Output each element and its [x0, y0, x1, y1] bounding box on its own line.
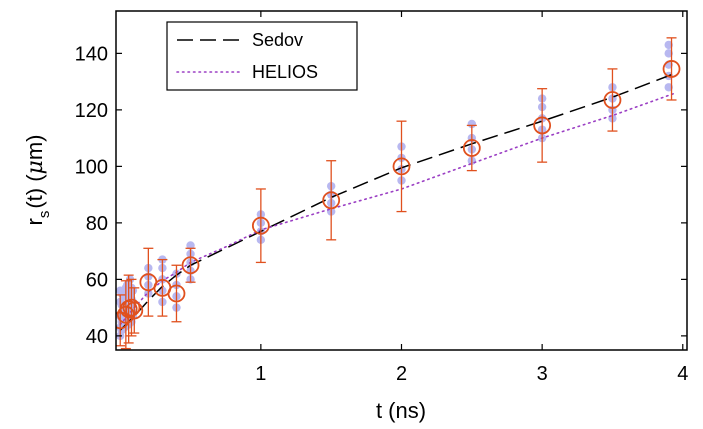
data-point [664, 40, 673, 50]
mean-marker [181, 256, 200, 275]
mean-marker [533, 116, 552, 135]
mean-marker [392, 157, 411, 176]
data-point [467, 119, 477, 129]
data-point [186, 241, 195, 250]
x-tick-label: 3 [537, 363, 548, 385]
plot-marks [116, 37, 681, 350]
data-point [664, 83, 673, 92]
mean-marker [462, 139, 481, 157]
series-line-sedov [119, 72, 676, 331]
y-tick-label: 60 [86, 269, 108, 291]
y-tick-label: 100 [75, 156, 108, 178]
x-axis-label: t (ns) [376, 398, 426, 423]
x-tick-label: 1 [255, 363, 266, 385]
legend: Sedov HELIOS [166, 21, 358, 91]
y-tick-label: 40 [86, 326, 108, 348]
mean-marker [125, 301, 144, 320]
axes: 1 2 3 4 40 60 80 100 120 140 [75, 11, 688, 385]
series-line-helios [119, 92, 677, 326]
legend-box [166, 21, 358, 91]
mean-marker [167, 284, 186, 303]
x-tick-label: 4 [677, 363, 688, 385]
legend-label-helios: HELIOS [252, 62, 318, 82]
mean-marker [322, 191, 341, 210]
y-tick-label: 140 [75, 43, 108, 65]
plot-area [116, 37, 681, 350]
mean-marker [662, 60, 681, 78]
mean-marker [251, 216, 270, 235]
y-tick-label: 80 [86, 213, 108, 235]
legend-label-sedov: Sedov [252, 30, 303, 50]
data-point [664, 49, 673, 58]
mean-marker [122, 298, 141, 317]
y-axis-label: rs(t) (μm) [22, 135, 53, 226]
mean-marker [603, 91, 622, 109]
y-tick-label: 120 [75, 100, 108, 122]
x-tick-label: 2 [396, 363, 407, 385]
data-point [128, 286, 138, 295]
